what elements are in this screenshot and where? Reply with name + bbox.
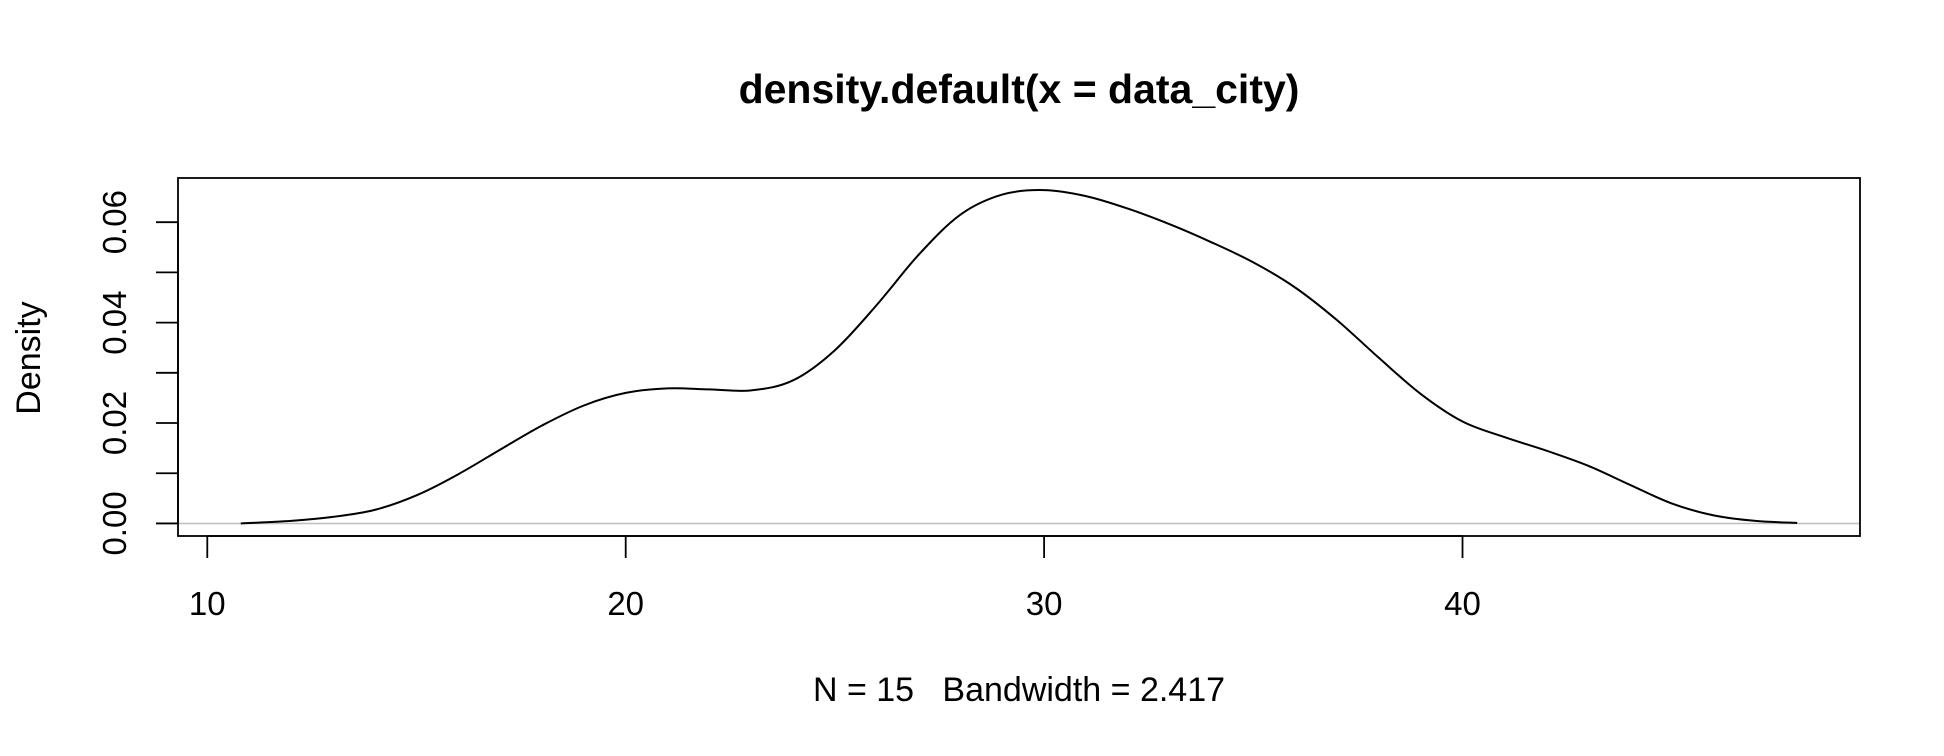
- y-tick-label: 0.02: [96, 391, 133, 455]
- x-tick-label: 40: [1444, 585, 1481, 622]
- x-tick-label: 20: [607, 585, 644, 622]
- y-tick-label: 0.00: [96, 491, 133, 555]
- plot-frame: [177, 177, 1861, 537]
- x-tick-label: 30: [1026, 585, 1063, 622]
- y-axis: 0.00 0.02 0.04 0.06: [96, 190, 179, 556]
- y-tick-label: 0.06: [96, 190, 133, 254]
- density-curve: [240, 189, 1798, 525]
- y-tick-label: 0.04: [96, 290, 133, 354]
- x-tick-label: 10: [189, 585, 226, 622]
- x-axis-label: N = 15 Bandwidth = 2.417: [813, 671, 1225, 709]
- x-axis: 10 20 30 40: [189, 535, 1481, 622]
- y-axis-label: Density: [10, 301, 48, 414]
- chart-title: density.default(x = data_city): [739, 66, 1300, 112]
